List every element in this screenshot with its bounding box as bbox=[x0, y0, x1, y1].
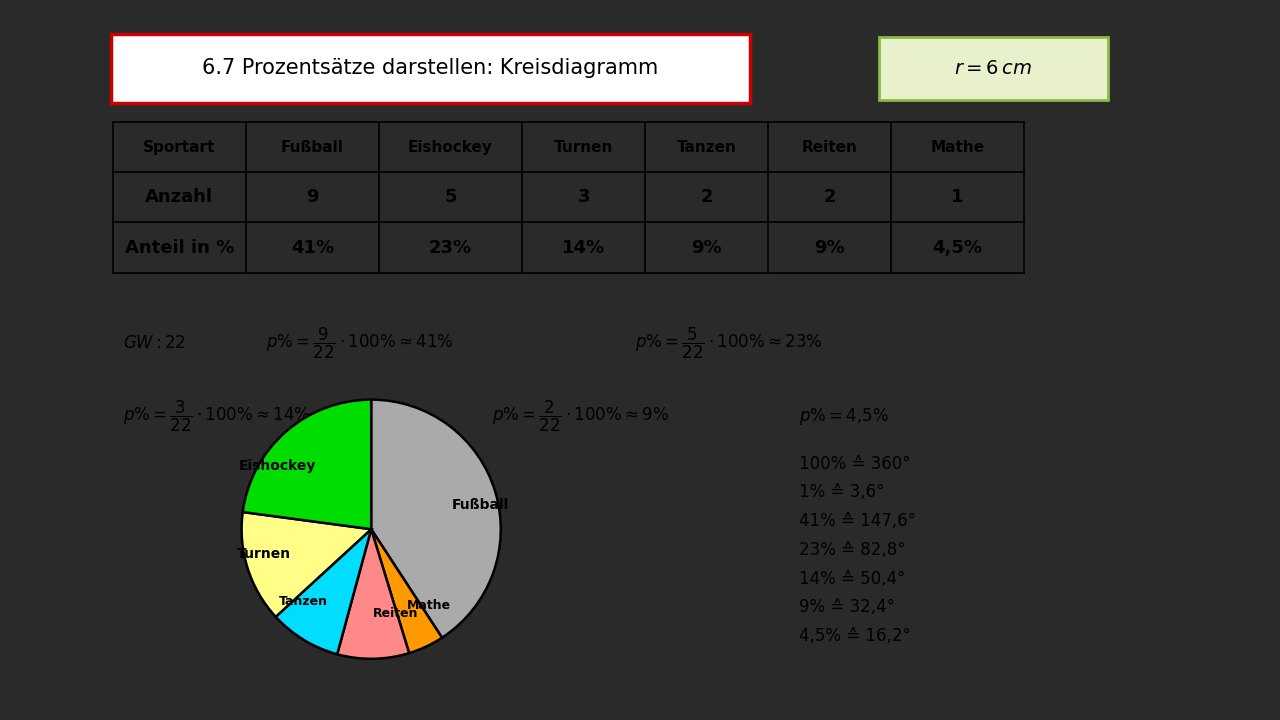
Text: Sportart: Sportart bbox=[143, 140, 215, 155]
Text: 9% ≙ 32,4°: 9% ≙ 32,4° bbox=[799, 598, 895, 616]
Text: $p\% = 4{,}5\%$: $p\% = 4{,}5\%$ bbox=[799, 406, 888, 427]
Text: Tanzen: Tanzen bbox=[278, 595, 328, 608]
Text: 9: 9 bbox=[306, 189, 319, 207]
Wedge shape bbox=[371, 400, 500, 638]
Text: Anteil in %: Anteil in % bbox=[124, 238, 234, 256]
Text: 6.7 Prozentsätze darstellen: Kreisdiagramm: 6.7 Prozentsätze darstellen: Kreisdiagra… bbox=[202, 58, 658, 78]
Text: Mathe: Mathe bbox=[407, 599, 451, 612]
Text: Eishockey: Eishockey bbox=[408, 140, 493, 155]
Text: 2: 2 bbox=[700, 189, 713, 207]
Text: $GW: 22$: $GW: 22$ bbox=[123, 334, 186, 352]
Text: Turnen: Turnen bbox=[237, 547, 291, 562]
FancyBboxPatch shape bbox=[878, 37, 1108, 100]
Text: $p\% = \dfrac{5}{22} \cdot 100\% \approx 23\%$: $p\% = \dfrac{5}{22} \cdot 100\% \approx… bbox=[635, 325, 823, 361]
Text: Fußball: Fußball bbox=[452, 498, 509, 512]
Text: 1: 1 bbox=[951, 189, 964, 207]
Text: Tanzen: Tanzen bbox=[677, 140, 736, 155]
Text: 3: 3 bbox=[577, 189, 590, 207]
Text: Reiten: Reiten bbox=[372, 607, 419, 620]
Text: 5: 5 bbox=[444, 189, 457, 207]
Text: $p\% = \dfrac{3}{22} \cdot 100\% \approx 14\%$: $p\% = \dfrac{3}{22} \cdot 100\% \approx… bbox=[123, 399, 311, 434]
Text: Turnen: Turnen bbox=[554, 140, 613, 155]
Text: Eishockey: Eishockey bbox=[238, 459, 316, 473]
Text: 41% ≙ 147,6°: 41% ≙ 147,6° bbox=[799, 512, 915, 530]
Text: $p\% = \dfrac{2}{22} \cdot 100\% \approx 9\%$: $p\% = \dfrac{2}{22} \cdot 100\% \approx… bbox=[492, 399, 668, 434]
Text: 23% ≙ 82,8°: 23% ≙ 82,8° bbox=[799, 541, 905, 559]
Text: 4,5% ≙ 16,2°: 4,5% ≙ 16,2° bbox=[799, 627, 910, 645]
Text: 9%: 9% bbox=[814, 238, 845, 256]
Text: $p\% = \dfrac{9}{22} \cdot 100\% \approx 41\%$: $p\% = \dfrac{9}{22} \cdot 100\% \approx… bbox=[266, 325, 454, 361]
Text: Reiten: Reiten bbox=[801, 140, 858, 155]
Text: 100% ≙ 360°: 100% ≙ 360° bbox=[799, 454, 910, 472]
Text: 2: 2 bbox=[823, 189, 836, 207]
Wedge shape bbox=[243, 400, 371, 529]
Wedge shape bbox=[371, 529, 442, 653]
Text: 9%: 9% bbox=[691, 238, 722, 256]
Wedge shape bbox=[337, 529, 410, 659]
Text: 14%: 14% bbox=[562, 238, 605, 256]
Text: $r = 6\,cm$: $r = 6\,cm$ bbox=[955, 59, 1032, 78]
Text: 14% ≙ 50,4°: 14% ≙ 50,4° bbox=[799, 570, 905, 588]
Text: 23%: 23% bbox=[429, 238, 472, 256]
Wedge shape bbox=[242, 512, 371, 617]
FancyBboxPatch shape bbox=[110, 34, 750, 103]
Text: Mathe: Mathe bbox=[931, 140, 984, 155]
Text: 41%: 41% bbox=[291, 238, 334, 256]
Wedge shape bbox=[275, 529, 371, 654]
Text: Fußball: Fußball bbox=[280, 140, 344, 155]
Text: 4,5%: 4,5% bbox=[932, 238, 983, 256]
Text: Anzahl: Anzahl bbox=[145, 189, 214, 207]
Text: 1% ≙ 3,6°: 1% ≙ 3,6° bbox=[799, 483, 884, 501]
